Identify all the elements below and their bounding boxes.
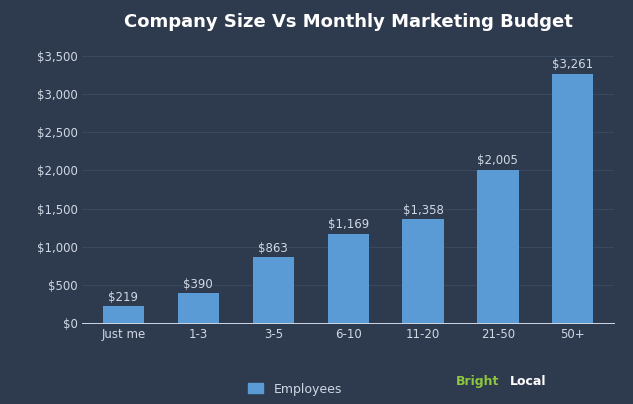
Bar bbox=[103, 307, 144, 323]
Text: $1,358: $1,358 bbox=[403, 204, 444, 217]
Bar bbox=[327, 234, 369, 323]
Text: $390: $390 bbox=[184, 278, 213, 291]
Bar bbox=[403, 219, 444, 323]
Text: Bright: Bright bbox=[456, 375, 499, 388]
Bar bbox=[178, 293, 219, 323]
Legend: Employees: Employees bbox=[243, 377, 347, 400]
Title: Company Size Vs Monthly Marketing Budget: Company Size Vs Monthly Marketing Budget bbox=[123, 13, 573, 31]
Text: $3,261: $3,261 bbox=[552, 58, 593, 71]
Text: $219: $219 bbox=[108, 291, 139, 304]
Text: $1,169: $1,169 bbox=[327, 218, 369, 231]
Bar bbox=[552, 74, 593, 323]
Text: $863: $863 bbox=[258, 242, 288, 255]
Text: $2,005: $2,005 bbox=[477, 154, 518, 167]
Text: Local: Local bbox=[510, 375, 546, 388]
Bar bbox=[477, 170, 518, 323]
Bar bbox=[253, 257, 294, 323]
